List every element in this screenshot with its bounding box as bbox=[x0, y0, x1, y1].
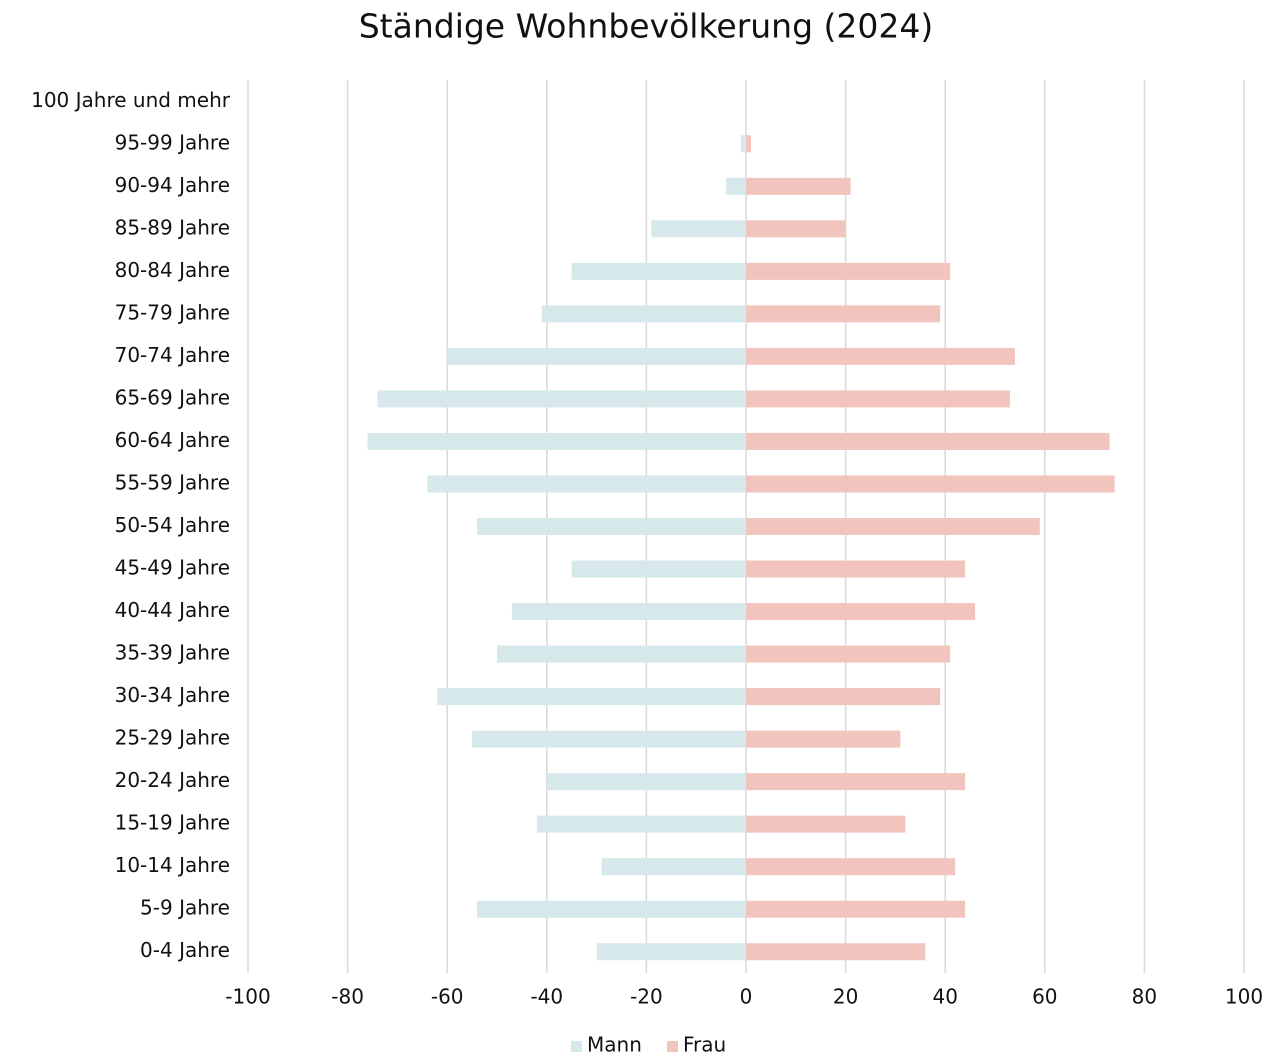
bar bbox=[367, 432, 746, 450]
bar bbox=[437, 688, 746, 706]
bar bbox=[472, 730, 746, 748]
bar bbox=[746, 220, 846, 238]
y-tick-label: 10-14 Jahre bbox=[115, 853, 230, 877]
y-tick-label: 100 Jahre und mehr bbox=[31, 88, 231, 112]
bar bbox=[427, 475, 746, 493]
x-tick-label: -60 bbox=[431, 985, 464, 1009]
y-tick-label: 80-84 Jahre bbox=[115, 258, 230, 282]
bar bbox=[746, 518, 1040, 535]
bar bbox=[746, 603, 976, 621]
y-tick-label: 95-99 Jahre bbox=[115, 130, 230, 154]
y-tick-label: 60-64 Jahre bbox=[115, 428, 230, 452]
legend-swatch bbox=[667, 1041, 678, 1052]
y-tick-label: 0-4 Jahre bbox=[140, 938, 230, 962]
x-tick-label: -100 bbox=[225, 985, 270, 1009]
legend-swatch bbox=[571, 1041, 582, 1052]
bar bbox=[746, 645, 951, 663]
bar bbox=[746, 773, 966, 791]
y-tick-label: 25-29 Jahre bbox=[115, 726, 230, 750]
x-tick-label: 80 bbox=[1132, 985, 1157, 1009]
y-tick-label: 70-74 Jahre bbox=[115, 343, 230, 367]
legend-label: Mann bbox=[587, 1033, 642, 1057]
bar bbox=[746, 815, 906, 833]
x-tick-label: 40 bbox=[932, 985, 957, 1009]
bar bbox=[377, 390, 746, 408]
bar bbox=[746, 262, 951, 280]
bar bbox=[477, 518, 746, 535]
bar bbox=[511, 603, 746, 621]
y-tick-label: 90-94 Jahre bbox=[115, 173, 230, 197]
chart-title: Ständige Wohnbevölkerung (2024) bbox=[359, 7, 934, 46]
x-tick-label: -20 bbox=[630, 985, 663, 1009]
x-tick-label: -80 bbox=[331, 985, 364, 1009]
y-tick-label: 5-9 Jahre bbox=[140, 896, 230, 920]
bar bbox=[741, 135, 746, 153]
bar bbox=[746, 432, 1110, 450]
bar bbox=[746, 943, 926, 961]
bar bbox=[746, 688, 941, 706]
y-tick-label: 30-34 Jahre bbox=[115, 683, 230, 707]
bar bbox=[746, 900, 966, 918]
bar bbox=[746, 730, 901, 748]
y-tick-label: 15-19 Jahre bbox=[115, 811, 230, 835]
x-tick-label: 20 bbox=[833, 985, 858, 1009]
bar bbox=[447, 347, 746, 365]
x-tick-label: 60 bbox=[1032, 985, 1057, 1009]
y-tick-label: 50-54 Jahre bbox=[115, 513, 230, 537]
bar bbox=[546, 773, 746, 791]
y-tick-label: 45-49 Jahre bbox=[115, 556, 230, 580]
bar bbox=[746, 475, 1115, 493]
bar bbox=[536, 815, 746, 833]
bar bbox=[726, 177, 746, 195]
y-tick-label: 20-24 Jahre bbox=[115, 768, 230, 792]
bar bbox=[541, 305, 746, 323]
bar bbox=[497, 645, 746, 663]
x-tick-label: 100 bbox=[1225, 985, 1263, 1009]
legend-label: Frau bbox=[683, 1033, 726, 1057]
bar bbox=[746, 305, 941, 323]
bar bbox=[651, 220, 746, 238]
y-tick-label: 55-59 Jahre bbox=[115, 470, 230, 494]
bar bbox=[746, 135, 751, 153]
bar bbox=[601, 858, 746, 876]
y-tick-label: 35-39 Jahre bbox=[115, 641, 230, 665]
bar bbox=[746, 560, 966, 578]
bar bbox=[571, 262, 746, 280]
y-tick-label: 85-89 Jahre bbox=[115, 215, 230, 239]
y-tick-label: 65-69 Jahre bbox=[115, 385, 230, 409]
bar bbox=[746, 347, 1015, 365]
bar bbox=[746, 390, 1010, 408]
y-tick-label: 40-44 Jahre bbox=[115, 598, 230, 622]
x-tick-label: 0 bbox=[740, 985, 753, 1009]
bar bbox=[746, 858, 956, 876]
bar bbox=[596, 943, 746, 961]
bar bbox=[571, 560, 746, 578]
y-tick-label: 75-79 Jahre bbox=[115, 300, 230, 324]
bar bbox=[477, 900, 746, 918]
x-tick-label: -40 bbox=[530, 985, 563, 1009]
bar bbox=[746, 177, 851, 195]
